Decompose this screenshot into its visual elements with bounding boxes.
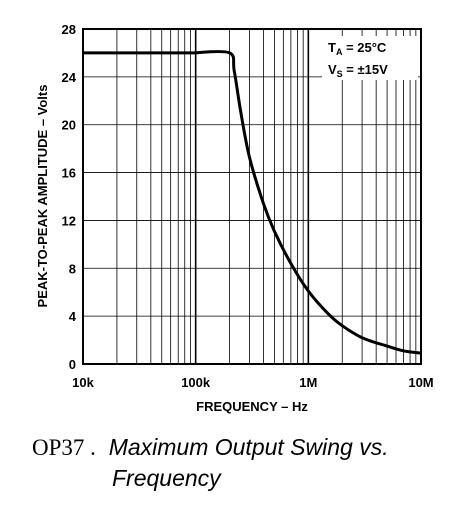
y-tick-label: 24 — [62, 70, 77, 85]
output-swing-chart: 0 4 8 12 16 20 24 28 10k 100k 1M 10M TA = 25°C VS =… — [35, 22, 434, 414]
y-tick-label: 8 — [69, 261, 76, 276]
y-tick-label: 28 — [62, 22, 76, 37]
x-tick-label: 10k — [72, 375, 94, 390]
amplitude-curve — [83, 50, 422, 355]
tick-labels: 0 4 8 12 16 20 24 28 10k 100k 1M 10M — [62, 22, 434, 390]
curve-layer — [83, 50, 422, 355]
x-tick-label: 100k — [181, 375, 211, 390]
grid — [83, 29, 421, 364]
x-axis-label: FREQUENCY – Hz — [196, 399, 308, 414]
figure-caption: OP37 . Maximum Output Swing vs. Frequenc… — [32, 432, 452, 494]
vs-condition: VS = ±15V — [328, 62, 388, 79]
caption-title-line2: Frequency — [112, 465, 221, 491]
y-tick-label: 12 — [62, 213, 76, 228]
y-tick-label: 16 — [62, 166, 76, 181]
ta-condition: TA = 25°C — [328, 40, 387, 57]
caption-title-line1: Maximum Output Swing vs. — [108, 434, 389, 460]
conditions-box — [322, 36, 418, 80]
y-tick-label: 4 — [69, 309, 77, 324]
plot-frame — [82, 28, 422, 365]
figure-number: OP37 . — [32, 435, 96, 460]
y-axis-label: PEAK-TO-PEAK AMPLITUDE – Volts — [35, 85, 50, 308]
x-tick-label: 1M — [299, 375, 317, 390]
x-tick-label: 10M — [408, 375, 433, 390]
y-tick-label: 0 — [69, 357, 76, 372]
y-tick-label: 20 — [62, 118, 76, 133]
